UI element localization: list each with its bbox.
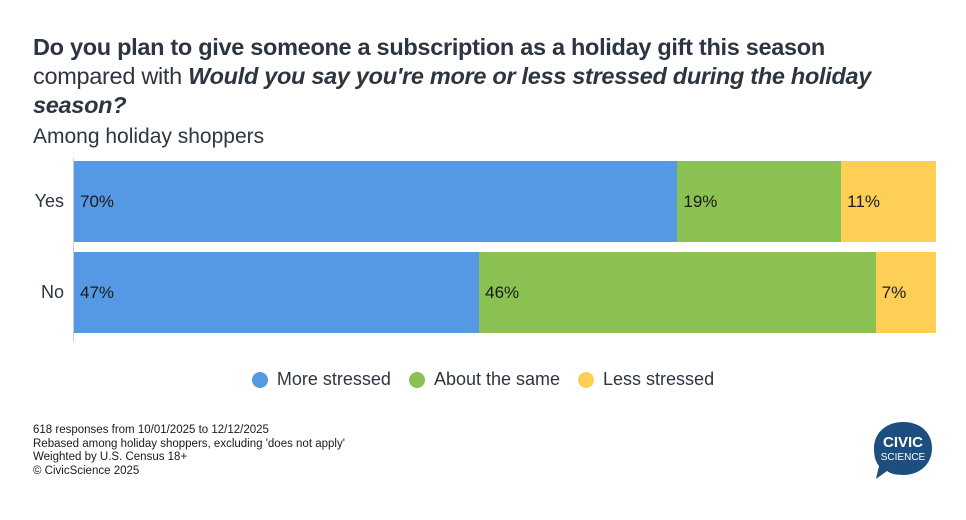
svg-text:SCIENCE: SCIENCE [881, 452, 926, 463]
data-label: 11% [847, 191, 880, 211]
bar-segment: 19% [677, 161, 842, 242]
civicscience-logo: CIVIC SCIENCE [874, 422, 932, 479]
bar-segment: 46% [479, 252, 876, 333]
bar-segment: 47% [74, 252, 480, 333]
legend-label: Less stressed [603, 369, 715, 389]
bar-segment: 7% [875, 252, 936, 333]
title-question-1: Do you plan to give someone a subscripti… [33, 34, 825, 60]
legend: More stressed About the same Less stressed [0, 369, 966, 390]
legend-label: More stressed [276, 369, 391, 389]
svg-text:CIVIC: CIVIC [883, 434, 923, 451]
title-connector: compared with [33, 63, 189, 89]
footnote: Weighted by U.S. Census 18+ [33, 451, 188, 464]
bar-segment: 70% [74, 161, 678, 242]
chart-subtitle: Among holiday shoppers [33, 125, 265, 148]
bar-segment: 11% [841, 161, 936, 242]
data-label: 47% [80, 282, 115, 302]
title-question-2: Would you say you're more or less stress… [33, 63, 872, 118]
footnotes: 618 responses from 10/01/2025 to 12/12/2… [33, 424, 345, 478]
category-label-yes: Yes [34, 191, 64, 211]
data-label: 19% [683, 191, 718, 211]
data-label: 7% [881, 282, 907, 302]
legend-dot-icon [251, 371, 268, 388]
legend-label: About the same [433, 369, 561, 389]
legend-item: More stressed [251, 369, 391, 390]
legend-item: About the same [408, 369, 561, 390]
chart-title: Do you plan to give someone a subscripti… [33, 33, 933, 120]
data-label: 70% [80, 191, 115, 211]
legend-item: Less stressed [578, 369, 714, 390]
footnote: © CivicScience 2025 [33, 464, 140, 477]
legend-dot-icon [408, 371, 425, 388]
legend-dot-icon [578, 371, 595, 388]
y-axis-line [73, 158, 74, 342]
category-label-no: No [40, 282, 64, 302]
footnote: Rebased among holiday shoppers, excludin… [33, 437, 345, 450]
data-label: 46% [485, 282, 520, 302]
footnote: 618 responses from 10/01/2025 to 12/12/2… [33, 424, 269, 436]
